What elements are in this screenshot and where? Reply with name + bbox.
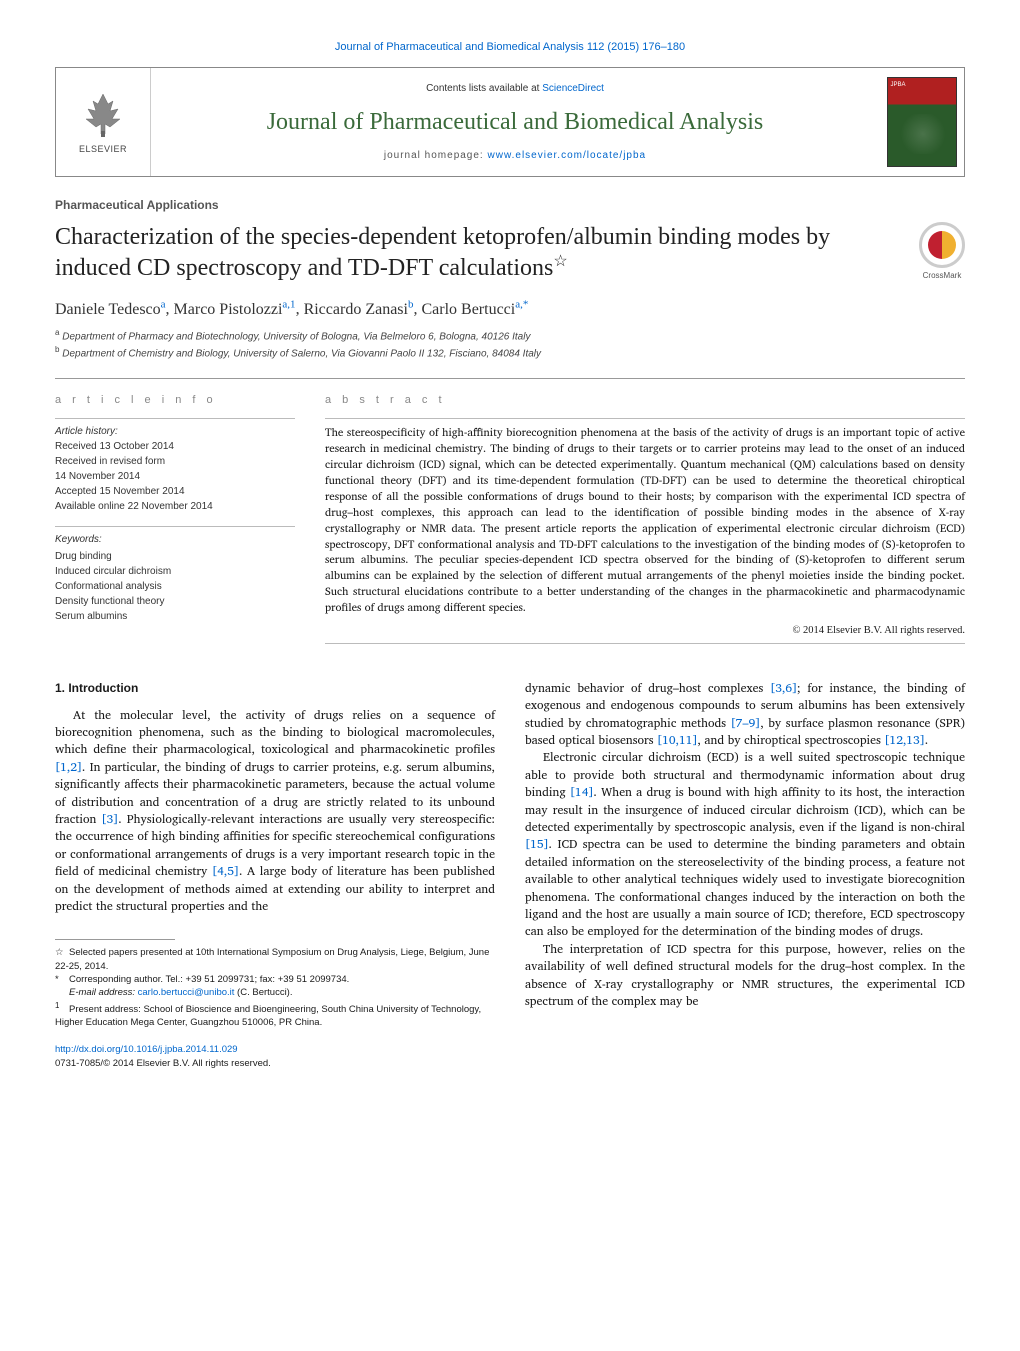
right-column: dynamic behavior of drug–host complexes … xyxy=(525,680,965,1070)
history-item: Received 13 October 2014 xyxy=(55,439,295,454)
email-link[interactable]: carlo.bertucci@unibo.it xyxy=(138,987,235,998)
history-item: Received in revised form xyxy=(55,454,295,469)
history-label: Article history: xyxy=(55,425,295,439)
article-title: Characterization of the species-dependen… xyxy=(55,222,899,283)
affiliation-list: a Department of Pharmacy and Biotechnolo… xyxy=(55,327,965,362)
keyword: Conformational analysis xyxy=(55,579,295,594)
intro-paragraph-left: At the molecular level, the activity of … xyxy=(55,707,495,916)
history-item: Available online 22 November 2014 xyxy=(55,499,295,514)
abstract-copyright: © 2014 Elsevier B.V. All rights reserved… xyxy=(325,624,965,639)
footnote-rule xyxy=(55,939,175,940)
citation-link[interactable]: [1,2] xyxy=(55,758,82,777)
intro-paragraphs-right: dynamic behavior of drug–host complexes … xyxy=(525,680,965,1010)
contents-available-line: Contents lists available at ScienceDirec… xyxy=(426,82,604,96)
author: Daniele Tedescoa xyxy=(55,301,166,318)
history-item: 14 November 2014 xyxy=(55,469,295,484)
article-section-label: Pharmaceutical Applications xyxy=(55,197,965,214)
citation-link[interactable]: [12,13] xyxy=(884,731,925,750)
citation-link[interactable]: [10,11] xyxy=(657,731,698,750)
journal-masthead: ELSEVIER Contents lists available at Sci… xyxy=(55,67,965,177)
citation-link[interactable]: [7–9] xyxy=(731,714,761,733)
journal-cover-thumb xyxy=(887,77,957,167)
footnote-present-address: 1Present address: School of Bioscience a… xyxy=(55,1000,495,1030)
history-list: Received 13 October 2014 Received in rev… xyxy=(55,439,295,514)
author-list: Daniele Tedescoa, Marco Pistolozzia,1, R… xyxy=(55,297,965,321)
abstract-column: a b s t r a c t The stereospecificity of… xyxy=(325,393,965,650)
crossmark-icon xyxy=(919,222,965,268)
keyword: Drug binding xyxy=(55,549,295,564)
author: Marco Pistolozzia,1 xyxy=(174,301,296,318)
left-column: 1. Introduction At the molecular level, … xyxy=(55,680,495,1070)
section-rule xyxy=(55,378,965,379)
journal-homepage-line: journal homepage: www.elsevier.com/locat… xyxy=(384,149,646,163)
affiliation: a Department of Pharmacy and Biotechnolo… xyxy=(55,327,965,344)
citation-link[interactable]: [14] xyxy=(570,783,594,802)
running-head-citation: Journal of Pharmaceutical and Biomedical… xyxy=(55,40,965,55)
keywords-list: Drug binding Induced circular dichroism … xyxy=(55,549,295,624)
doi-link[interactable]: http://dx.doi.org/10.1016/j.jpba.2014.11… xyxy=(55,1044,238,1055)
affiliation: b Department of Chemistry and Biology, U… xyxy=(55,344,965,361)
footnote-email: E-mail address: carlo.bertucci@unibo.it … xyxy=(55,986,495,999)
doi-block: http://dx.doi.org/10.1016/j.jpba.2014.11… xyxy=(55,1043,495,1070)
journal-homepage-link[interactable]: www.elsevier.com/locate/jpba xyxy=(488,150,647,161)
footnotes: ☆Selected papers presented at 10th Inter… xyxy=(55,946,495,1029)
issn-copyright: 0731-7085/© 2014 Elsevier B.V. All right… xyxy=(55,1058,271,1069)
footnote-corresponding: *Corresponding author. Tel.: +39 51 2099… xyxy=(55,973,495,986)
publisher-block: ELSEVIER xyxy=(56,68,151,176)
citation-link[interactable]: [3,6] xyxy=(770,679,797,698)
title-footnote-marker: ☆ xyxy=(553,253,567,270)
keyword: Induced circular dichroism xyxy=(55,564,295,579)
author: Riccardo Zanasib xyxy=(304,301,414,318)
article-info-heading: a r t i c l e i n f o xyxy=(55,393,295,408)
history-item: Accepted 15 November 2014 xyxy=(55,484,295,499)
citation-link[interactable]: [4,5] xyxy=(212,862,239,881)
keyword: Serum albumins xyxy=(55,609,295,624)
footnote-star: ☆Selected papers presented at 10th Inter… xyxy=(55,946,495,973)
keyword: Density functional theory xyxy=(55,594,295,609)
keywords-label: Keywords: xyxy=(55,533,295,547)
publisher-name: ELSEVIER xyxy=(79,143,127,156)
abstract-bottom-rule xyxy=(325,643,965,644)
crossmark-label: CrossMark xyxy=(923,270,962,281)
article-info-column: a r t i c l e i n f o Article history: R… xyxy=(55,393,295,650)
contents-label: Contents lists available at xyxy=(426,83,542,94)
section-heading-introduction: 1. Introduction xyxy=(55,680,495,697)
citation-link[interactable]: [3] xyxy=(101,810,118,829)
cover-thumb-block xyxy=(879,68,964,176)
crossmark-badge[interactable]: CrossMark xyxy=(919,222,965,281)
abstract-heading: a b s t r a c t xyxy=(325,393,965,408)
article-title-text: Characterization of the species-dependen… xyxy=(55,224,830,281)
homepage-label: journal homepage: xyxy=(384,150,488,161)
masthead-center: Contents lists available at ScienceDirec… xyxy=(151,68,879,176)
elsevier-tree-icon xyxy=(78,89,128,139)
abstract-text: The stereospecificity of high-affinity b… xyxy=(325,425,965,616)
sciencedirect-link[interactable]: ScienceDirect xyxy=(542,83,604,94)
journal-name: Journal of Pharmaceutical and Biomedical… xyxy=(267,106,764,140)
author: Carlo Bertuccia,* xyxy=(421,301,528,318)
citation-link[interactable]: [15] xyxy=(525,835,549,854)
